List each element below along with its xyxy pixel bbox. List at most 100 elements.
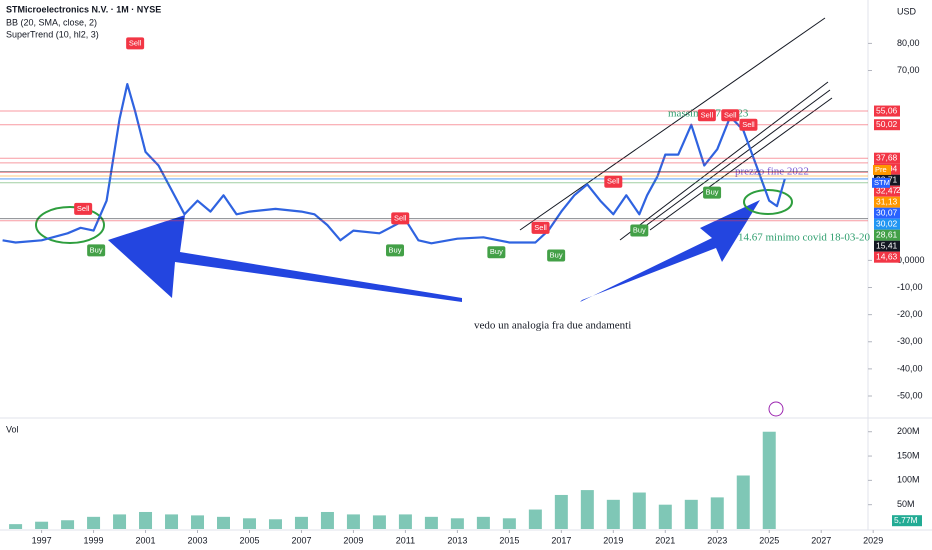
signal-box <box>630 224 649 237</box>
countdown-label: 29d 11h <box>896 185 926 195</box>
premarket-box <box>873 164 891 175</box>
price-label-box <box>874 218 900 230</box>
x-tick-label: 2001 <box>136 535 156 545</box>
y-tick-label: -10,00 <box>897 282 923 292</box>
price-label-box <box>874 251 900 263</box>
signal-box <box>604 175 623 188</box>
event-icon[interactable] <box>768 401 784 417</box>
signal-label: Buy <box>90 245 103 254</box>
signal-box <box>721 109 740 122</box>
volume-bar <box>294 516 308 529</box>
volume-bar <box>35 521 49 529</box>
y-tick-label: 200M <box>897 426 920 436</box>
highlight-ellipse <box>35 206 105 244</box>
volume-bar <box>632 492 646 529</box>
volume-bar <box>9 524 23 529</box>
signal-label: Sell <box>724 110 737 119</box>
x-tick-label: 2005 <box>239 535 259 545</box>
signal-label: Buy <box>633 226 646 235</box>
x-tick-label: 2015 <box>499 535 519 545</box>
volume-bar <box>684 499 698 529</box>
indicator-label: SuperTrend (10, hl2, 3) <box>6 29 99 39</box>
price-label-box <box>874 185 900 197</box>
price-label: 55,06 <box>876 105 898 115</box>
signal-label: Sell <box>394 213 407 222</box>
annotation: vedo un analogia fra due andamenti <box>474 320 631 332</box>
symbol-box <box>872 177 890 188</box>
price-label: 37,68 <box>876 152 898 162</box>
arrow <box>108 215 462 302</box>
volume-bar <box>346 514 360 529</box>
x-tick-label: 2011 <box>396 535 415 545</box>
price-label-box <box>874 105 900 117</box>
price-line <box>2 83 786 245</box>
volume-bar <box>242 518 256 529</box>
signal-label: Sell <box>701 110 714 119</box>
volume-bar <box>191 515 205 529</box>
y-tick-label: -30,00 <box>897 336 923 346</box>
volume-bar <box>502 518 516 529</box>
price-label: 15,41 <box>876 240 898 250</box>
channel-line <box>649 97 833 231</box>
highlight-ellipse <box>743 189 793 215</box>
volume-bar <box>450 518 464 529</box>
price-label-box <box>874 229 900 241</box>
volume-bar <box>61 520 75 529</box>
volume-bar <box>658 504 672 529</box>
volume-bar <box>736 475 750 529</box>
x-tick-label: 2021 <box>655 535 675 545</box>
signal-label: Sell <box>607 177 620 186</box>
signal-box <box>739 118 758 131</box>
signal-label: Sell <box>77 204 90 213</box>
signal-box <box>531 221 550 234</box>
signal-label: Buy <box>490 247 503 256</box>
signal-box <box>74 202 93 215</box>
last-volume-label: 5,77M <box>894 515 918 525</box>
symbol-label: STM <box>874 178 890 187</box>
volume-bar <box>320 511 334 529</box>
signal-label: Buy <box>550 250 563 259</box>
annotation: 14.67 minimo covid 18-03-20 <box>738 232 870 244</box>
y-tick-label: -50,00 <box>897 390 923 400</box>
volume-bar <box>528 509 542 529</box>
volume-bar <box>217 516 230 529</box>
price-label: 50,02 <box>876 119 898 129</box>
volume-bar <box>476 516 490 529</box>
x-tick-label: 1999 <box>84 535 104 545</box>
volume-bar <box>87 516 101 529</box>
x-tick-label: 2007 <box>291 535 311 545</box>
indicator-label: BB (20, SMA, close, 2) <box>6 17 97 27</box>
x-tick-label: 2009 <box>343 535 363 545</box>
signal-box <box>386 244 405 257</box>
signal-label: Sell <box>129 38 142 47</box>
price-label: 32,47 <box>876 185 898 195</box>
signal-label: Buy <box>706 188 719 197</box>
signal-box <box>126 37 145 50</box>
price-label-box <box>874 240 900 252</box>
last-volume-box <box>892 515 922 527</box>
currency-label: USD <box>897 6 917 16</box>
signal-label: Sell <box>742 120 755 129</box>
signal-label: Sell <box>534 223 547 232</box>
signal-box <box>487 246 506 259</box>
signal-label: Buy <box>389 245 402 254</box>
price-label: 28,61 <box>876 229 898 239</box>
x-tick-label: 2029 <box>863 535 883 545</box>
signal-box <box>703 186 722 199</box>
y-tick-label: -20,00 <box>897 309 923 319</box>
volume-bar <box>165 514 179 529</box>
arrow <box>580 200 760 302</box>
y-tick-label: -40,00 <box>897 363 923 373</box>
y-tick-label: 150M <box>897 450 920 460</box>
channel-line <box>619 81 829 241</box>
volume-bar <box>606 499 620 529</box>
x-tick-label: 1997 <box>32 535 52 545</box>
signal-box <box>547 249 566 262</box>
x-tick-label: 2013 <box>447 535 467 545</box>
x-tick-label: 2025 <box>759 535 779 545</box>
y-tick-label: 100M <box>897 475 920 485</box>
y-tick-label: 80,00 <box>897 38 920 48</box>
price-label-box <box>874 119 900 131</box>
y-tick-label: 0,0000 <box>897 255 925 265</box>
x-tick-label: 2027 <box>811 535 831 545</box>
